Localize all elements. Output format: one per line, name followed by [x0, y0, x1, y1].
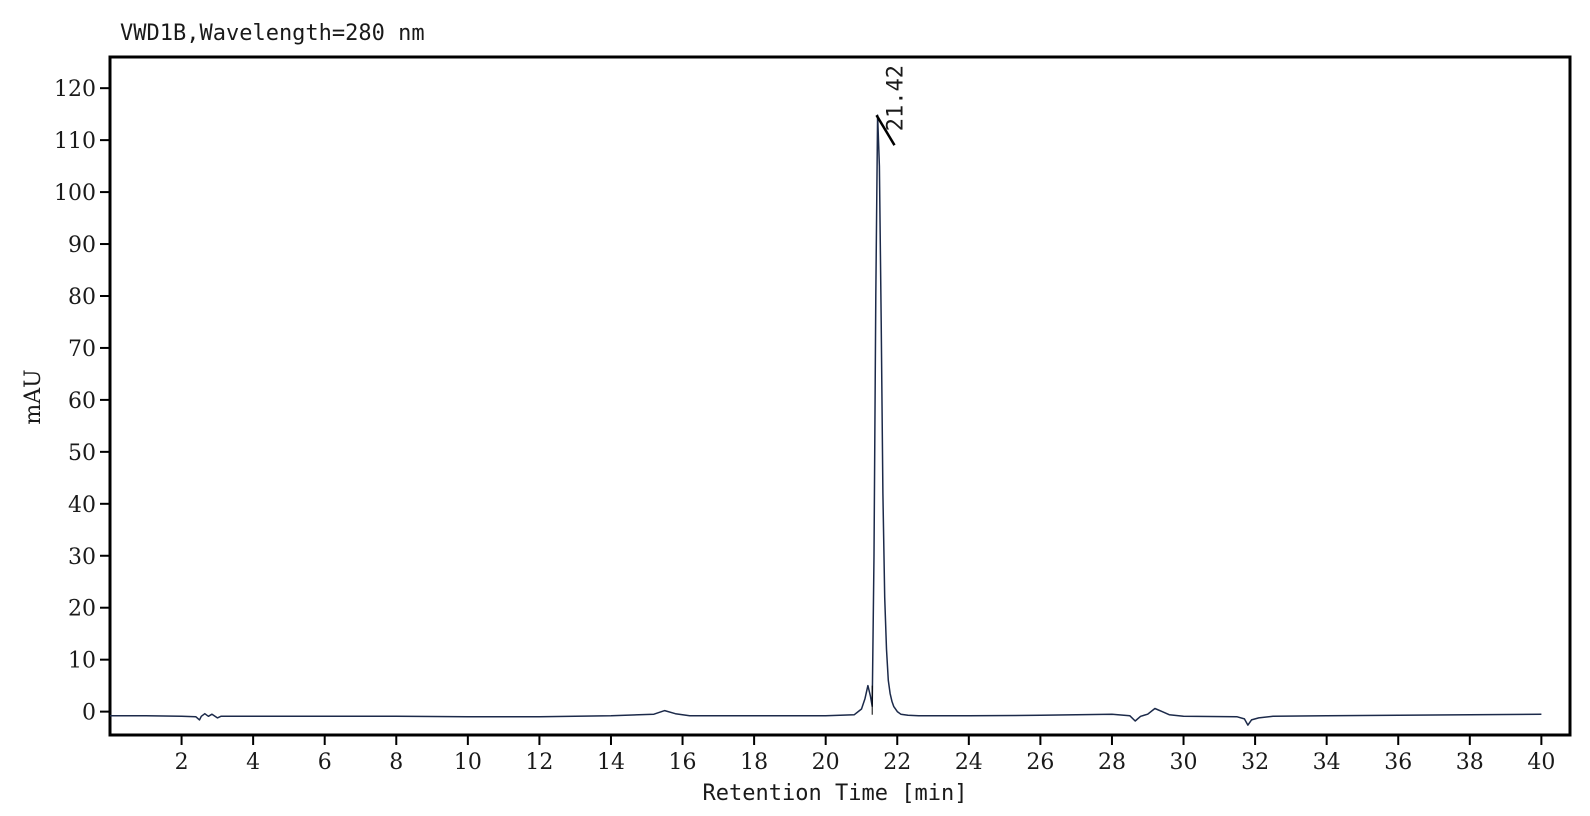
chart-title: VWD1B,Wavelength=280 nm: [120, 21, 425, 46]
x-tick-label: 28: [1098, 750, 1126, 775]
y-tick-label: 10: [68, 649, 96, 674]
x-tick-label: 30: [1170, 750, 1198, 775]
x-tick-label: 18: [740, 750, 768, 775]
chromatogram-trace: [110, 114, 1542, 726]
plot-frame: [108, 55, 1572, 737]
x-tick-label: 14: [597, 750, 625, 775]
series-layer: [110, 114, 1542, 726]
x-tick-label: 6: [318, 750, 332, 775]
y-tick-label: 60: [68, 389, 96, 414]
y-tick-label: 120: [54, 77, 96, 102]
x-tick-label: 22: [883, 750, 911, 775]
y-axis-label: mAU: [21, 369, 46, 424]
y-tick-label: 110: [54, 129, 96, 154]
y-axis: 0 10 20 30 40 50 60 70 80 90 100 110 120: [54, 77, 110, 726]
peak-label: 21.42: [884, 65, 909, 131]
x-tick-label: 34: [1313, 750, 1341, 775]
x-axis: 2 4 6 8 10 12 14 16 18 20 22 24 26 28 30 32 34 36 38 40: [175, 735, 1555, 775]
peak-marker: [875, 114, 896, 146]
x-tick-label: 10: [454, 750, 482, 775]
x-tick-label: 40: [1527, 750, 1555, 775]
y-tick-label: 40: [68, 493, 96, 518]
x-tick-label: 36: [1384, 750, 1412, 775]
x-tick-label: 32: [1241, 750, 1269, 775]
x-axis-label: Retention Time [min]: [703, 781, 968, 806]
x-tick-label: 26: [1026, 750, 1054, 775]
y-tick-label: 30: [68, 545, 96, 570]
x-tick-label: 20: [812, 750, 840, 775]
x-tick-label: 8: [389, 750, 403, 775]
x-tick-label: 38: [1456, 750, 1484, 775]
y-tick-label: 70: [68, 337, 96, 362]
annotation-layer: 21.42: [871, 65, 909, 715]
y-tick-label: 100: [54, 181, 96, 206]
x-tick-label: 12: [525, 750, 553, 775]
y-tick-label: 80: [68, 285, 96, 310]
y-tick-label: 0: [82, 701, 96, 726]
x-tick-label: 4: [246, 750, 260, 775]
y-tick-label: 20: [68, 597, 96, 622]
x-tick-label: 2: [175, 750, 189, 775]
x-tick-label: 24: [955, 750, 983, 775]
y-tick-label: 50: [68, 441, 96, 466]
x-tick-label: 16: [669, 750, 697, 775]
y-tick-label: 90: [68, 233, 96, 258]
